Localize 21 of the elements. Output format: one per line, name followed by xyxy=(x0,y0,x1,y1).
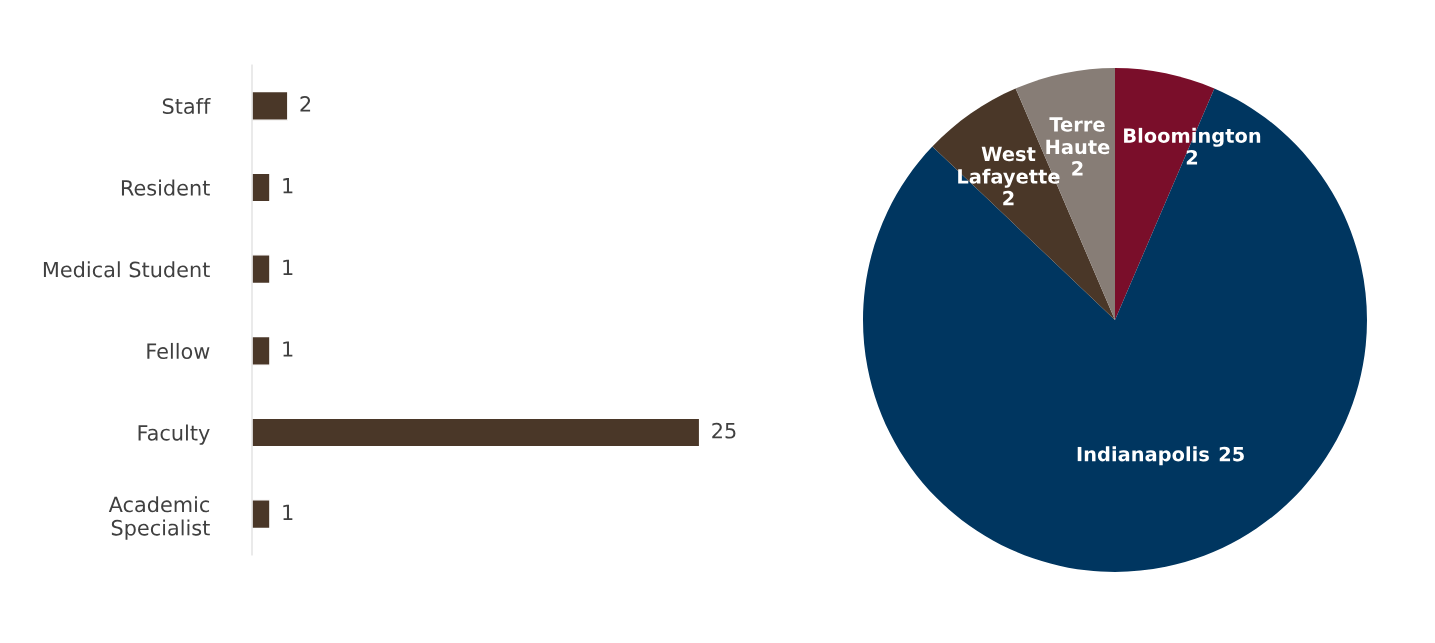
y-tick-label: Academic Specialist xyxy=(108,496,210,540)
y-tick-label: Medical Student xyxy=(43,261,210,278)
data-label: 1 xyxy=(283,504,293,520)
pie-slice xyxy=(863,88,1367,572)
data-label: 1 xyxy=(283,259,293,275)
data-label: 25 xyxy=(712,422,736,439)
y-tick-label: Staff xyxy=(162,97,211,115)
y-tick-label: Faculty xyxy=(138,424,210,445)
slice-label: Terre Haute xyxy=(1046,117,1110,155)
data-label: 1 xyxy=(283,341,293,357)
data-label: 2 xyxy=(1003,190,1014,206)
data-label: 25 xyxy=(1219,446,1244,462)
slice-label: Bloomington xyxy=(1124,127,1261,147)
data-label: 1 xyxy=(283,178,293,194)
y-tick-label: Resident xyxy=(121,179,210,196)
pie-slice xyxy=(932,88,1115,320)
y-tick-label: Fellow xyxy=(147,342,210,360)
slice-label: Indianapolis xyxy=(1077,446,1209,466)
data-label: 2 xyxy=(1072,161,1083,176)
data-label: 2 xyxy=(300,96,311,112)
data-label: 2 xyxy=(1186,149,1198,165)
